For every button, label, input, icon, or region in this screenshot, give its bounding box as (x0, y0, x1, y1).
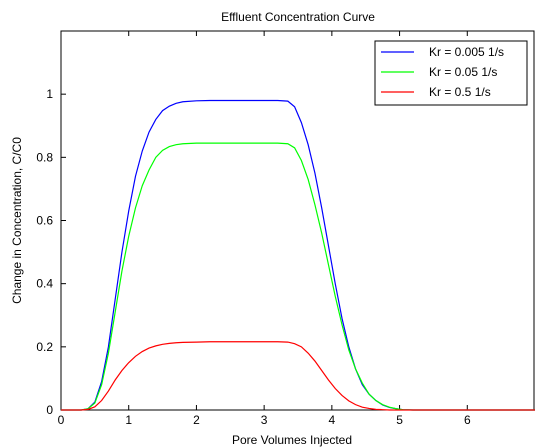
legend-label: Kr = 0.5 1/s (429, 85, 491, 99)
x-tick-label: 5 (396, 413, 403, 427)
series-line-3 (61, 341, 535, 411)
x-tick-label: 4 (329, 413, 336, 427)
x-tick-label: 1 (125, 413, 132, 427)
series-lines (61, 99, 535, 411)
x-axis-label: Pore Volumes Injected (232, 433, 352, 447)
legend-label: Kr = 0.005 1/s (429, 45, 504, 59)
axis-ticks: 0 1 2 3 4 5 6 0 0.2 0.4 0.6 0.8 1 (36, 31, 471, 427)
legend: Kr = 0.005 1/s Kr = 0.05 1/s Kr = 0.5 1/s (374, 40, 528, 106)
y-axis-label: Change in Concentration, C/C0 (10, 137, 24, 304)
y-tick-label: 0.4 (36, 277, 53, 291)
y-tick-label: 0.8 (36, 150, 53, 164)
chart-title: Effluent Concentration Curve (221, 10, 375, 24)
y-tick-label: 1 (46, 87, 53, 101)
series-line-2 (61, 142, 535, 411)
y-tick-label: 0.6 (36, 214, 53, 228)
legend-label: Kr = 0.05 1/s (429, 65, 497, 79)
y-tick-label: 0 (46, 403, 53, 417)
x-tick-label: 6 (464, 413, 471, 427)
x-tick-label: 0 (58, 413, 65, 427)
x-tick-label: 2 (193, 413, 200, 427)
x-tick-label: 3 (261, 413, 268, 427)
y-tick-label: 0.2 (36, 340, 53, 354)
